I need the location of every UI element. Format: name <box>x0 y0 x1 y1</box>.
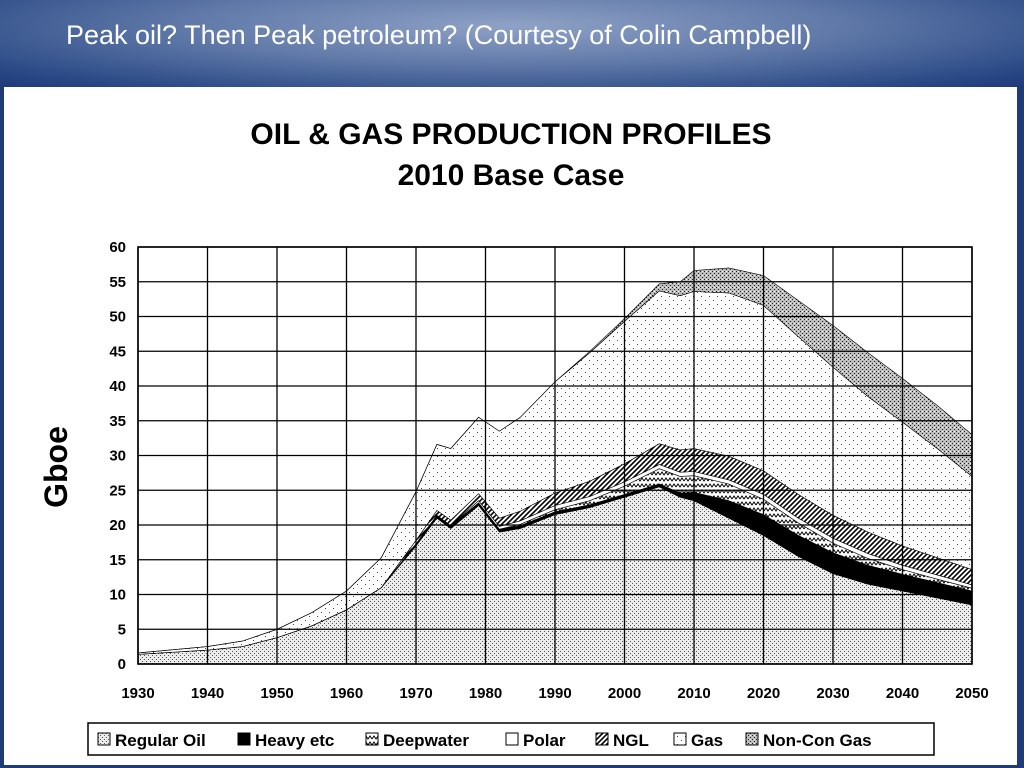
y-tick-label: 45 <box>109 343 126 360</box>
legend: Regular Oil Heavy etc Deepwater Polar NGL Gas… <box>87 722 935 756</box>
y-tick-label: 60 <box>109 239 126 256</box>
chart-panel: OIL & GAS PRODUCTION PROFILES 2010 Base … <box>4 87 1017 765</box>
legend-swatch <box>365 732 379 746</box>
x-tick-label: 1940 <box>191 685 224 702</box>
y-tick-label: 5 <box>118 621 126 638</box>
x-tick-label: 1960 <box>330 685 363 702</box>
y-tick-label: 55 <box>109 274 126 291</box>
slide-header: Peak oil? Then Peak petroleum? (Courtesy… <box>0 0 1024 87</box>
x-tick-label: 2020 <box>747 685 780 702</box>
legend-label: Gas <box>691 731 723 750</box>
plot-frame <box>137 246 973 665</box>
y-tick-label: 30 <box>109 448 126 465</box>
x-tick-label: 1980 <box>469 685 502 702</box>
chart-title: OIL & GAS PRODUCTION PROFILES <box>250 118 771 151</box>
legend-item-non-con-gas: Non-Con Gas <box>745 731 872 750</box>
x-tick-label: 2030 <box>816 685 849 702</box>
legend-swatch <box>237 732 251 746</box>
legend-item-gas: Gas <box>673 731 723 750</box>
legend-swatch <box>595 732 609 746</box>
y-tick-label: 20 <box>109 517 126 534</box>
legend-swatch <box>745 732 759 746</box>
y-tick-label: 10 <box>109 587 126 604</box>
legend-item-deepwater: Deepwater <box>365 731 469 750</box>
production-profile-chart: OIL & GAS PRODUCTION PROFILES 2010 Base … <box>38 118 989 756</box>
legend-item-heavy-etc: Heavy etc <box>237 731 334 750</box>
y-tick-label: 50 <box>109 309 126 326</box>
x-tick-label: 1970 <box>399 685 432 702</box>
legend-item-polar: Polar <box>505 731 566 750</box>
x-tick-label: 2000 <box>608 685 641 702</box>
x-tick-label: 1930 <box>121 685 154 702</box>
y-tick-label: 35 <box>109 413 126 430</box>
y-axis-label: Gboe <box>38 426 74 508</box>
legend-swatch <box>505 732 519 746</box>
legend-item-ngl: NGL <box>595 731 649 750</box>
legend-label: Polar <box>523 731 566 750</box>
grid-layer <box>137 246 973 665</box>
legend-label: Non-Con Gas <box>763 731 872 750</box>
y-tick-label: 15 <box>109 552 126 569</box>
legend-swatch <box>97 732 111 746</box>
legend-label: Deepwater <box>383 731 469 750</box>
legend-swatch <box>673 732 687 746</box>
x-tick-label: 1990 <box>538 685 571 702</box>
x-tick-label: 1950 <box>260 685 293 702</box>
x-tick-label: 2010 <box>677 685 710 702</box>
slide-title: Peak oil? Then Peak petroleum? (Courtesy… <box>66 20 812 50</box>
legend-label: NGL <box>613 731 649 750</box>
y-tick-label: 0 <box>118 656 126 673</box>
x-tick-label: 2050 <box>955 685 988 702</box>
y-tick-label: 25 <box>109 482 126 499</box>
legend-label: Regular Oil <box>115 731 206 750</box>
x-tick-label: 2040 <box>886 685 919 702</box>
legend-item-regular-oil: Regular Oil <box>97 731 206 750</box>
legend-label: Heavy etc <box>255 731 334 750</box>
tick-layer: 1930 1940 1950 1960 1970 1980 1990 2000 2010 2020… <box>109 239 988 702</box>
chart-subtitle: 2010 Base Case <box>398 159 625 192</box>
y-tick-label: 40 <box>109 378 126 395</box>
